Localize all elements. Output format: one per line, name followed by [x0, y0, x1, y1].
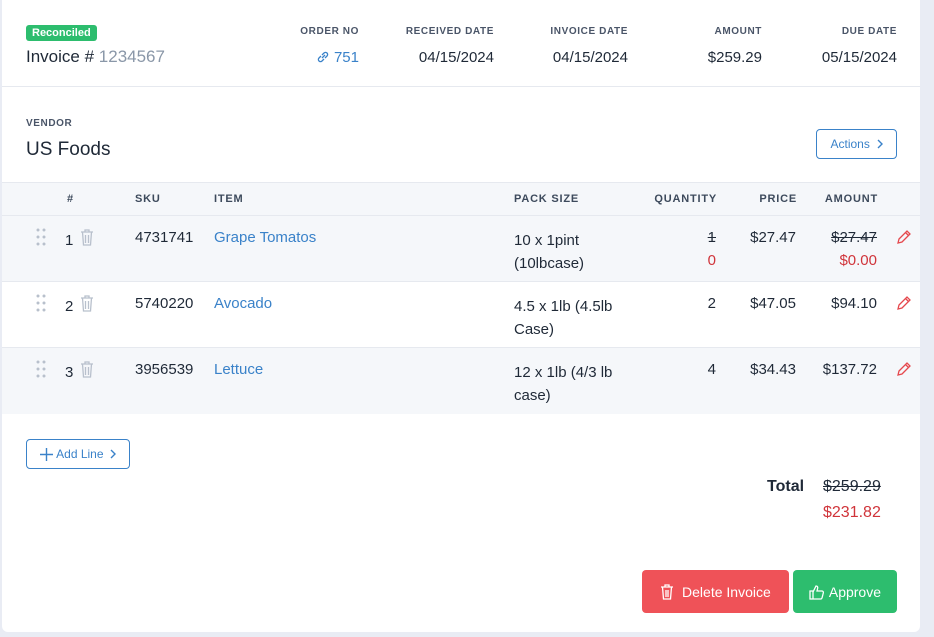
- column-header: #: [67, 193, 74, 205]
- divider: [2, 86, 920, 87]
- table-row: 3 3956539 Lettuce 12 x 1lb (4/3 lb case) 4 $3…: [2, 347, 920, 414]
- pack-size: 4.5 x 1lb (4.5lb Case): [514, 298, 613, 338]
- field-label: DUE DATE: [841, 26, 897, 37]
- amount: $94.10: [831, 295, 877, 312]
- drag-icon[interactable]: [36, 360, 46, 382]
- price: $34.43: [750, 361, 796, 378]
- field-label: INVOICE DATE: [550, 26, 628, 37]
- amount: $137.72: [822, 361, 877, 378]
- field-label: AMOUNT: [714, 26, 762, 37]
- pencil-icon: [897, 296, 911, 310]
- trash-icon: [81, 361, 93, 378]
- table: # SKU ITEM PACK SIZE QUANTITY PRICE AMOUNT 1 47…: [2, 182, 920, 414]
- drag-icon[interactable]: [36, 294, 46, 316]
- column-header: ITEM: [214, 193, 244, 205]
- edit-row[interactable]: [896, 361, 912, 382]
- pack-size: 12 x 1lb (4/3 lb case): [514, 364, 613, 404]
- chevron-icon: [110, 449, 117, 459]
- price: $47.05: [750, 295, 796, 312]
- column-header: PACK SIZE: [514, 193, 580, 205]
- invoice-number: 1234567: [98, 47, 165, 66]
- delete-row[interactable]: [80, 295, 94, 317]
- edit-row[interactable]: [896, 295, 912, 316]
- quantity: 2: [707, 295, 716, 312]
- invoice-label: Invoice #: [26, 47, 95, 66]
- chevron-icon: [877, 139, 883, 149]
- plus-icon: [39, 447, 53, 461]
- table-row: 1 4731741 Grape Tomatos 10 x 1pint (10lbcas…: [2, 215, 920, 282]
- sku: 3956539: [135, 361, 194, 378]
- amount: $27.47: [831, 229, 877, 246]
- item-link[interactable]: Grape Tomatos: [214, 229, 317, 246]
- pencil-icon: [897, 230, 911, 244]
- order-link[interactable]: 751: [333, 49, 359, 66]
- actions-text: Actions: [830, 137, 870, 151]
- column-header: QUANTITY: [654, 193, 717, 205]
- link-icon: [317, 51, 328, 63]
- add-line-text: Add Line: [56, 447, 104, 461]
- column-header: AMOUNT: [824, 193, 878, 205]
- sku: 5740220: [135, 295, 194, 312]
- add-line-button[interactable]: Add Line: [26, 439, 130, 469]
- delete-row[interactable]: [80, 361, 94, 383]
- price: $27.47: [750, 229, 796, 246]
- row-number: 3: [65, 364, 74, 381]
- invoice-card: Reconciled Invoice # 1234567 ORDER NO 75…: [2, 0, 920, 632]
- column-header: SKU: [135, 193, 161, 205]
- trash-icon: [661, 583, 674, 600]
- field-value: 04/15/2024: [552, 49, 628, 66]
- vendor-name: US Foods: [26, 139, 111, 160]
- sku: 4731741: [135, 229, 194, 246]
- thumbs-up-icon: [809, 584, 824, 600]
- quantity: 4: [707, 361, 716, 378]
- delete-text: Delete Invoice: [682, 583, 771, 600]
- trash-icon: [81, 295, 93, 312]
- field-value: 04/15/2024: [418, 49, 494, 66]
- field-value[interactable]: 751: [316, 49, 359, 66]
- drag-handle: [36, 360, 46, 387]
- new-quantity: 0: [707, 252, 716, 269]
- actions-button[interactable]: Actions: [816, 129, 897, 159]
- total-original: $259.29: [823, 478, 881, 495]
- table-row: 2 5740220 Avocado 4.5 x 1lb (4.5lb Case) 2 $4…: [2, 281, 920, 348]
- field-value: $259.29: [707, 49, 762, 66]
- item-link[interactable]: Lettuce: [214, 361, 264, 378]
- row-number: 2: [65, 298, 74, 315]
- delete-button[interactable]: Delete Invoice: [642, 570, 789, 613]
- total-adjusted: $231.82: [823, 504, 881, 521]
- invoice-title: Invoice # 1234567: [26, 47, 165, 67]
- row-number: 1: [65, 232, 74, 249]
- new-amount: $0.00: [839, 252, 877, 269]
- field-label: RECEIVED DATE: [405, 26, 494, 37]
- drag-icon[interactable]: [36, 228, 46, 250]
- drag-handle: [36, 294, 46, 321]
- pack-size: 10 x 1pint (10lbcase): [514, 232, 585, 272]
- quantity: 1: [707, 229, 716, 246]
- field-label: ORDER NO: [300, 26, 359, 37]
- delete-row[interactable]: [80, 229, 94, 251]
- trash-icon: [81, 229, 93, 246]
- field-value: 05/15/2024: [821, 49, 897, 66]
- column-header: PRICE: [759, 193, 797, 205]
- drag-handle: [36, 228, 46, 255]
- approve-button[interactable]: Approve: [793, 570, 897, 613]
- vendor-label: VENDOR: [26, 118, 73, 129]
- pencil-icon: [897, 362, 911, 376]
- item-link[interactable]: Avocado: [214, 295, 273, 312]
- edit-row[interactable]: [896, 229, 912, 250]
- approve-text: Approve: [828, 583, 882, 600]
- total-label: Total: [767, 478, 805, 495]
- status-badge: Reconciled: [26, 25, 97, 41]
